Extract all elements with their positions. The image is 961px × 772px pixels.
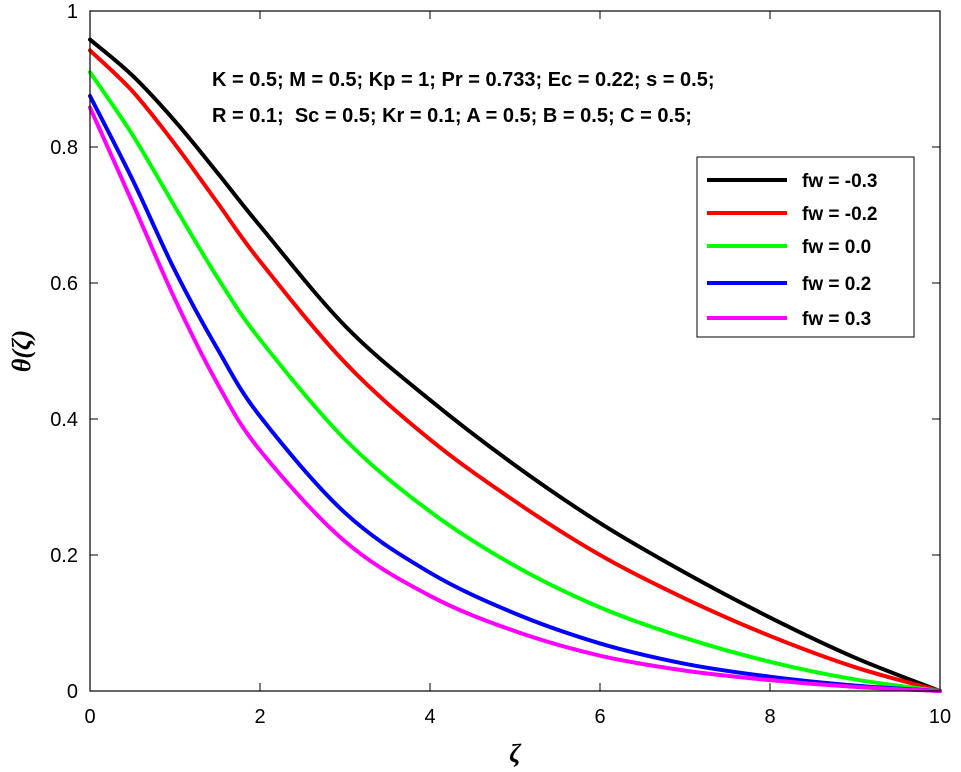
series-curves: [88, 37, 942, 693]
x-tick-label: 4: [424, 706, 435, 728]
series-line-0: [88, 37, 942, 693]
y-axis-label: θ(ζ): [7, 330, 36, 372]
y-tick-label: 1: [67, 1, 78, 23]
legend: fw = -0.3 fw = -0.2 fw = 0.0 fw = 0.2 fw…: [696, 156, 915, 338]
series-line-1: [88, 48, 942, 693]
legend-label-4: fw = 0.3: [802, 309, 871, 330]
axis-ticks: 0 2 4 6 8 10 0 0.2 0.4 0.6 0.8 1: [50, 1, 951, 728]
x-tick-label: 8: [764, 706, 775, 728]
y-tick-label: 0.8: [50, 137, 78, 159]
x-axis-label: ζ: [509, 739, 522, 768]
series-line-2: [88, 70, 942, 693]
annotation-line-1: K = 0.5; M = 0.5; Kp = 1; Pr = 0.733; Ec…: [212, 69, 714, 91]
legend-label-3: fw = 0.2: [802, 274, 871, 295]
x-tick-label: 0: [84, 706, 95, 728]
legend-label-2: fw = 0.0: [802, 237, 871, 258]
x-tick-label: 10: [929, 706, 951, 728]
legend-label-1: fw = -0.2: [802, 204, 878, 225]
y-tick-label: 0.6: [50, 273, 78, 295]
series-line-3: [88, 94, 942, 693]
y-tick-label: 0.4: [50, 409, 78, 431]
y-tick-label: 0.2: [50, 545, 78, 567]
x-tick-label: 6: [594, 706, 605, 728]
series-line-4: [88, 105, 942, 693]
annotation-line-2: R = 0.1; Sc = 0.5; Kr = 0.1; A = 0.5; B …: [212, 105, 692, 127]
axes-box: [89, 10, 941, 692]
legend-label-0: fw = -0.3: [802, 171, 878, 192]
x-tick-label: 2: [254, 706, 265, 728]
y-tick-label: 0: [67, 681, 78, 703]
